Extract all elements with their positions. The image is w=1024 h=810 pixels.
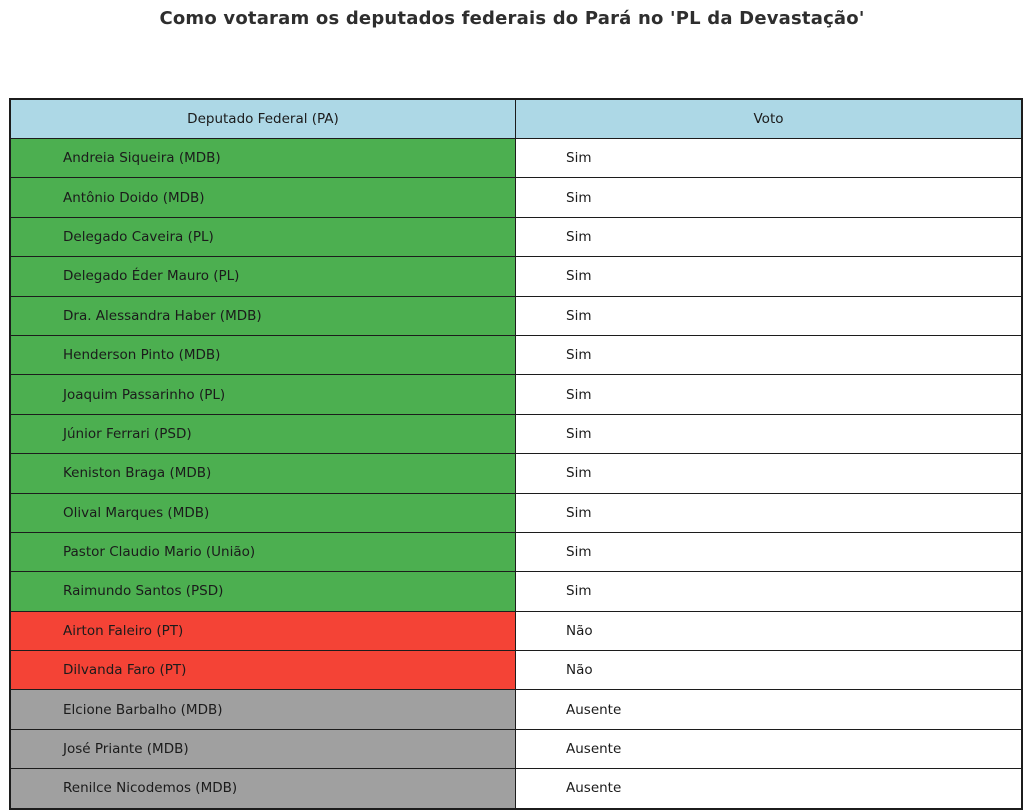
table-row: Henderson Pinto (MDB) Sim: [9, 334, 1023, 376]
vote-cell: Sim: [515, 571, 1023, 612]
deputy-cell: Antônio Doido (MDB): [9, 177, 516, 218]
deputy-cell: Renilce Nicodemos (MDB): [9, 768, 516, 810]
vote-cell: Sim: [515, 492, 1023, 533]
vote-cell: Sim: [515, 453, 1023, 494]
vote-cell: Sim: [515, 256, 1023, 297]
table-row: Pastor Claudio Mario (União) Sim: [9, 531, 1023, 573]
header-vote-column: Voto: [515, 98, 1023, 139]
table-row: Renilce Nicodemos (MDB) Ausente: [9, 768, 1023, 810]
table-header-row: Deputado Federal (PA) Voto: [9, 98, 1023, 139]
deputy-cell: Andreia Siqueira (MDB): [9, 137, 516, 179]
table-row: Antônio Doido (MDB) Sim: [9, 177, 1023, 218]
vote-cell: Ausente: [515, 689, 1023, 730]
deputy-cell: Dra. Alessandra Haber (MDB): [9, 295, 516, 336]
vote-cell: Ausente: [515, 728, 1023, 770]
vote-cell: Sim: [515, 295, 1023, 336]
header-deputy-column: Deputado Federal (PA): [9, 98, 516, 139]
deputy-cell: Joaquim Passarinho (PL): [9, 374, 516, 415]
vote-table: Deputado Federal (PA) Voto Andreia Sique…: [9, 98, 1023, 810]
table-row: Raimundo Santos (PSD) Sim: [9, 571, 1023, 612]
table-row: Airton Faleiro (PT) Não: [9, 610, 1023, 652]
vote-cell: Sim: [515, 413, 1023, 455]
table-row: Dilvanda Faro (PT) Não: [9, 650, 1023, 691]
vote-cell: Sim: [515, 531, 1023, 573]
table-body: Andreia Siqueira (MDB) Sim Antônio Doido…: [9, 137, 1023, 810]
table-row: Olival Marques (MDB) Sim: [9, 492, 1023, 533]
table-row: Elcione Barbalho (MDB) Ausente: [9, 689, 1023, 730]
page-title: Como votaram os deputados federais do Pa…: [159, 8, 865, 29]
table-row: Júnior Ferrari (PSD) Sim: [9, 413, 1023, 455]
table-row: José Priante (MDB) Ausente: [9, 728, 1023, 770]
deputy-cell: Delegado Caveira (PL): [9, 216, 516, 258]
deputy-cell: Keniston Braga (MDB): [9, 453, 516, 494]
table-row: Dra. Alessandra Haber (MDB) Sim: [9, 295, 1023, 336]
table-row: Andreia Siqueira (MDB) Sim: [9, 137, 1023, 179]
deputy-cell: José Priante (MDB): [9, 728, 516, 770]
vote-cell: Não: [515, 650, 1023, 691]
deputy-cell: Júnior Ferrari (PSD): [9, 413, 516, 455]
vote-cell: Sim: [515, 137, 1023, 179]
deputy-cell: Dilvanda Faro (PT): [9, 650, 516, 691]
deputy-cell: Henderson Pinto (MDB): [9, 334, 516, 376]
vote-cell: Não: [515, 610, 1023, 652]
vote-cell: Sim: [515, 177, 1023, 218]
table-row: Keniston Braga (MDB) Sim: [9, 453, 1023, 494]
deputy-cell: Airton Faleiro (PT): [9, 610, 516, 652]
deputy-cell: Olival Marques (MDB): [9, 492, 516, 533]
table-row: Delegado Éder Mauro (PL) Sim: [9, 256, 1023, 297]
deputy-cell: Delegado Éder Mauro (PL): [9, 256, 516, 297]
vote-cell: Ausente: [515, 768, 1023, 810]
vote-cell: Sim: [515, 216, 1023, 258]
vote-cell: Sim: [515, 374, 1023, 415]
deputy-cell: Pastor Claudio Mario (União): [9, 531, 516, 573]
table-row: Joaquim Passarinho (PL) Sim: [9, 374, 1023, 415]
deputy-cell: Raimundo Santos (PSD): [9, 571, 516, 612]
deputy-cell: Elcione Barbalho (MDB): [9, 689, 516, 730]
vote-cell: Sim: [515, 334, 1023, 376]
table-row: Delegado Caveira (PL) Sim: [9, 216, 1023, 258]
